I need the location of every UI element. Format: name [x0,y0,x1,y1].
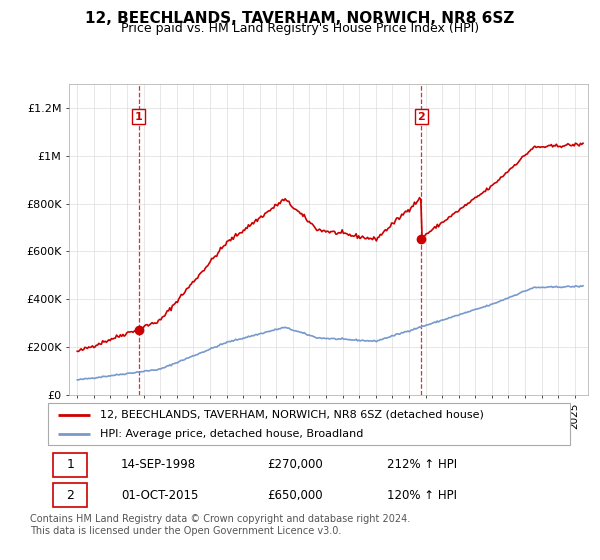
Text: 2: 2 [418,111,425,122]
Text: 120% ↑ HPI: 120% ↑ HPI [388,488,457,502]
Text: 12, BEECHLANDS, TAVERHAM, NORWICH, NR8 6SZ (detached house): 12, BEECHLANDS, TAVERHAM, NORWICH, NR8 6… [100,409,484,419]
Text: 212% ↑ HPI: 212% ↑ HPI [388,458,457,472]
Text: HPI: Average price, detached house, Broadland: HPI: Average price, detached house, Broa… [100,429,364,439]
Text: £270,000: £270,000 [267,458,323,472]
Text: 2: 2 [66,488,74,502]
Text: 1: 1 [66,458,74,472]
FancyBboxPatch shape [48,403,570,445]
Text: 12, BEECHLANDS, TAVERHAM, NORWICH, NR8 6SZ: 12, BEECHLANDS, TAVERHAM, NORWICH, NR8 6… [85,11,515,26]
Text: £650,000: £650,000 [267,488,323,502]
Text: Price paid vs. HM Land Registry's House Price Index (HPI): Price paid vs. HM Land Registry's House … [121,22,479,35]
FancyBboxPatch shape [53,483,87,507]
FancyBboxPatch shape [53,452,87,477]
Text: 14-SEP-1998: 14-SEP-1998 [121,458,196,472]
Text: 01-OCT-2015: 01-OCT-2015 [121,488,199,502]
Text: 1: 1 [135,111,143,122]
Text: Contains HM Land Registry data © Crown copyright and database right 2024.
This d: Contains HM Land Registry data © Crown c… [30,514,410,536]
